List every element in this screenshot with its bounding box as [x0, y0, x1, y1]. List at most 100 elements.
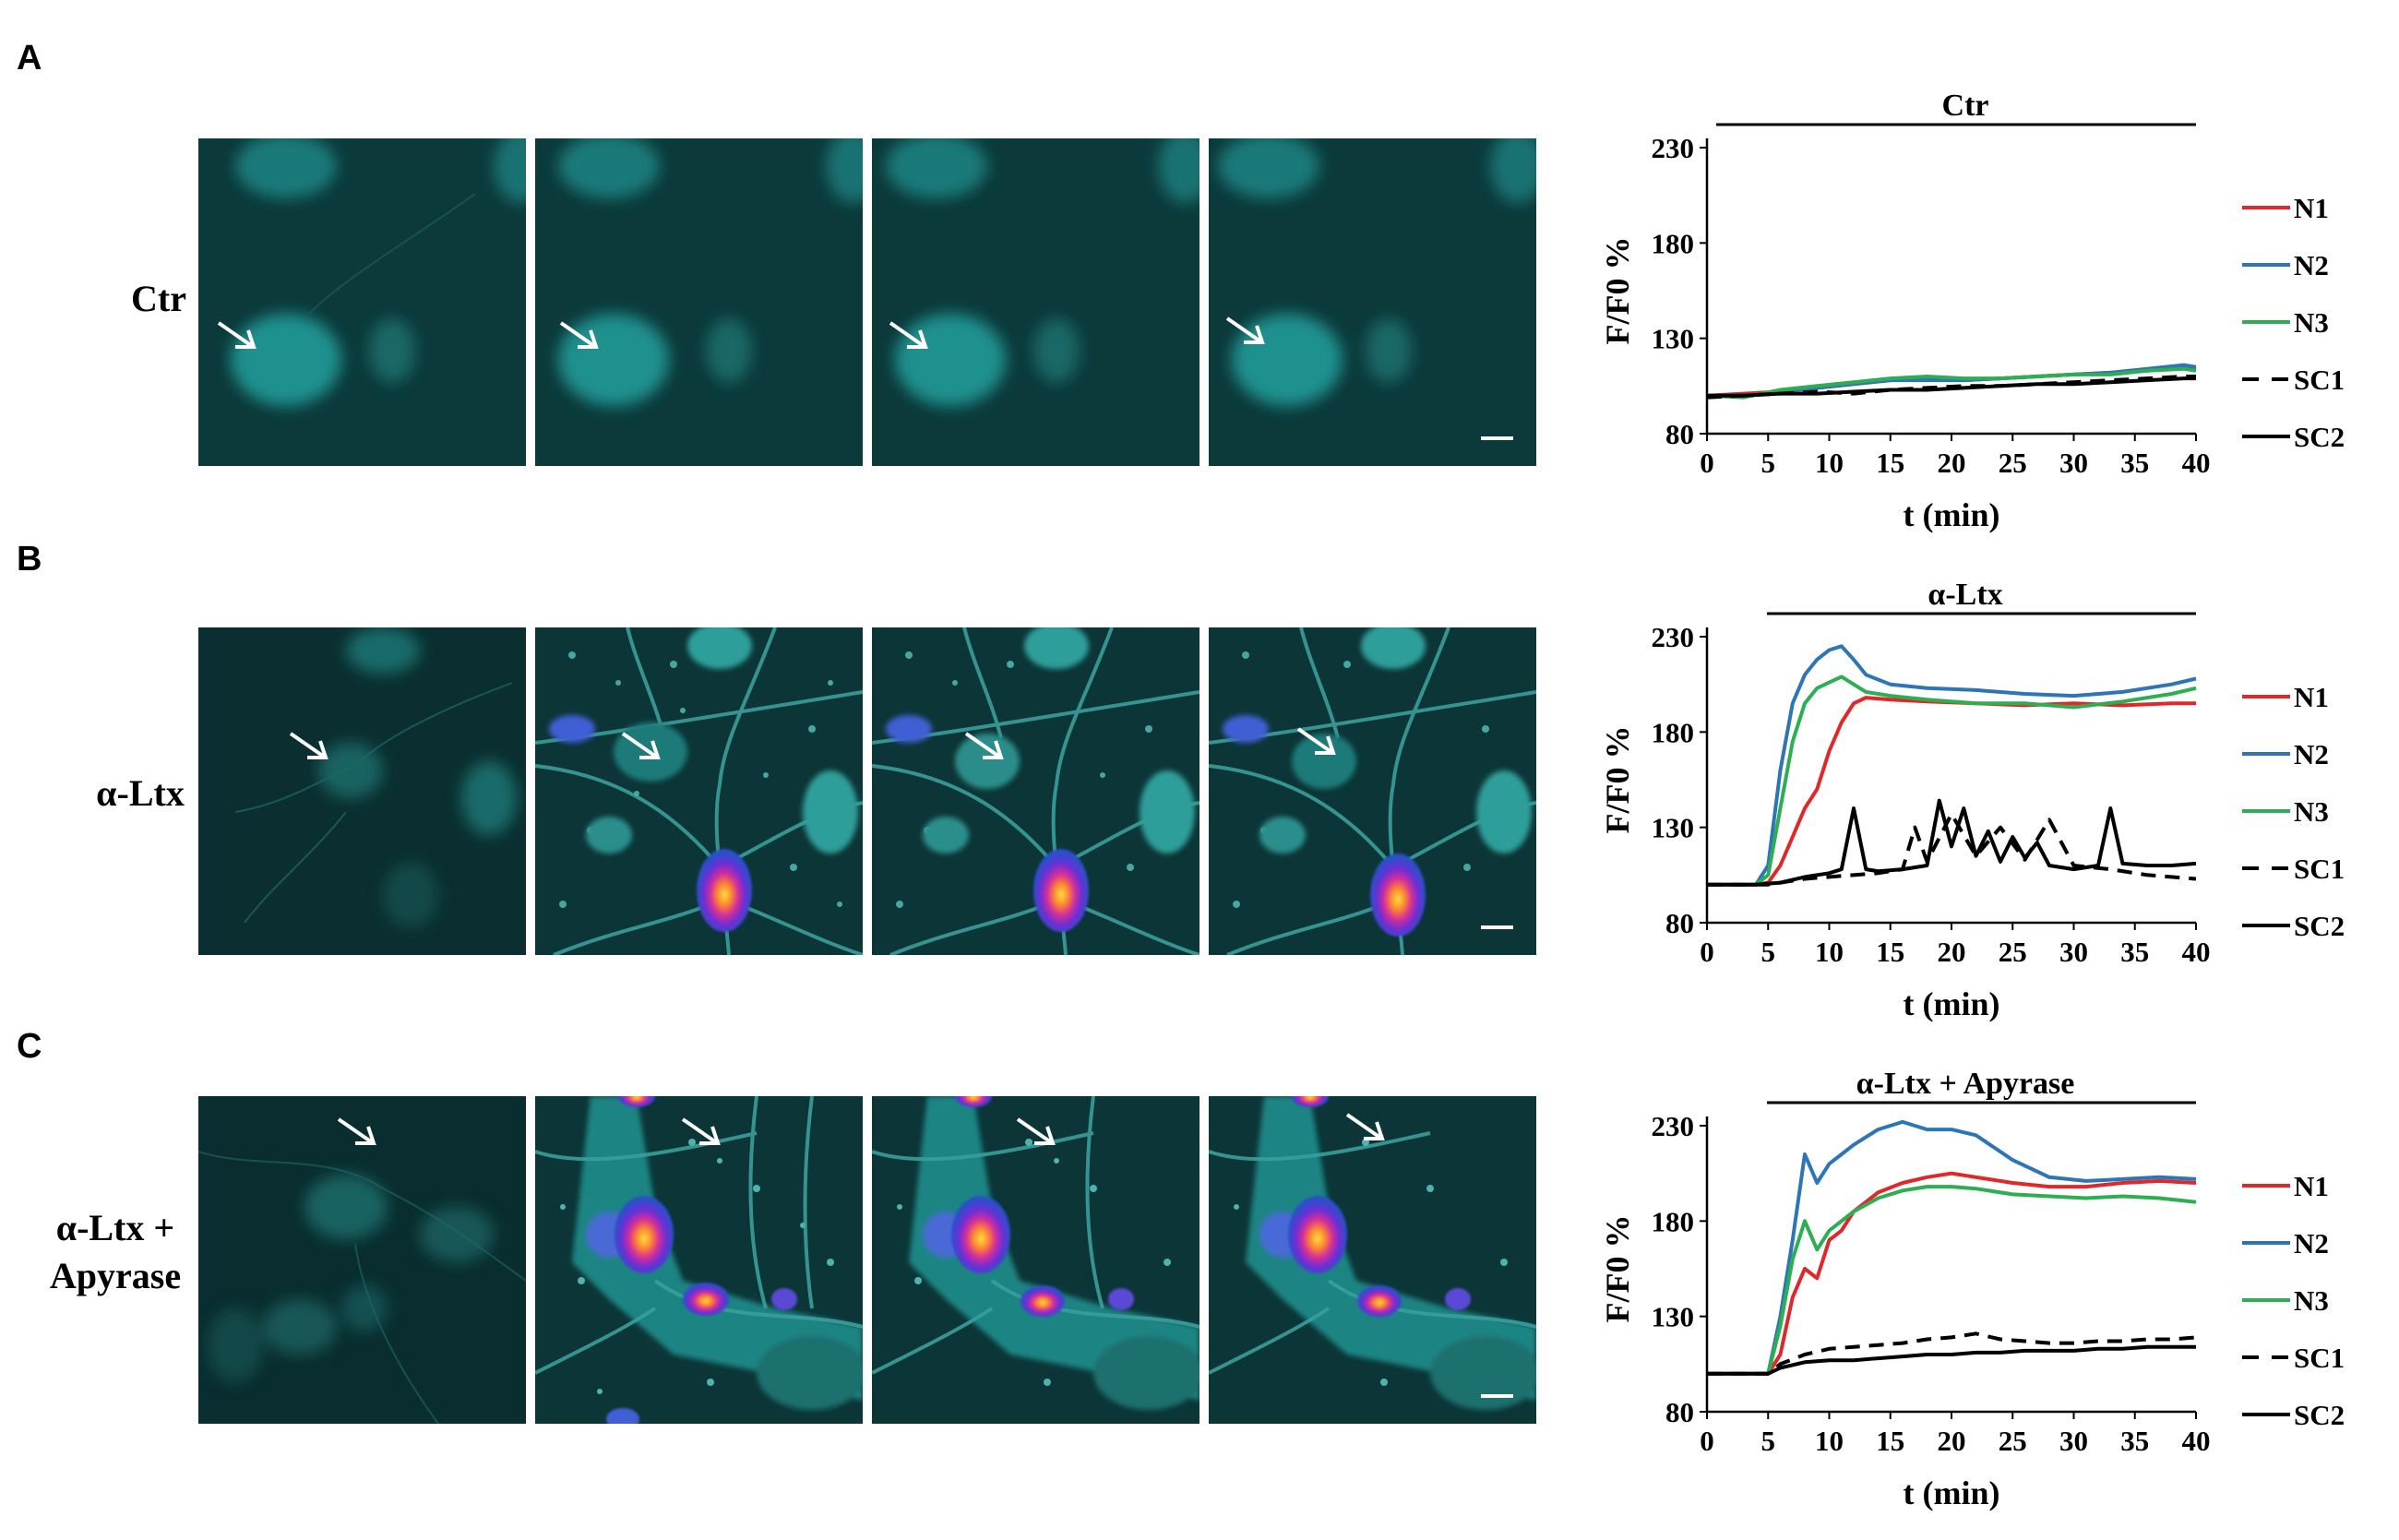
- y-axis-label: F/F0 %: [1599, 1215, 1636, 1323]
- condition-label-altx: α-Ltx: [48, 770, 233, 818]
- arrow-icon: [1345, 1113, 1385, 1140]
- micrograph-c-4: [1209, 1096, 1536, 1424]
- micrograph-b-1: [198, 627, 526, 955]
- x-tick-label: 35: [2120, 1425, 2149, 1457]
- condition-label-line: α-Ltx +: [55, 1207, 175, 1248]
- x-tick-label: 15: [1876, 1425, 1904, 1457]
- legend-label-n1: N1: [2294, 681, 2329, 713]
- x-tick-label: 40: [2182, 936, 2211, 968]
- micrograph-a-3: [872, 138, 1200, 466]
- panel-letter-a: A: [17, 39, 42, 78]
- series-line-sc2: [1707, 798, 2197, 887]
- y-tick-label: 80: [1665, 418, 1694, 450]
- x-tick-label: 30: [2059, 936, 2088, 968]
- legend-label-n1: N1: [2294, 192, 2329, 224]
- x-tick-label: 25: [1999, 1425, 2027, 1457]
- chart-title: α-Ltx: [1928, 578, 2002, 612]
- panel-letter-c: C: [17, 1027, 42, 1066]
- legend-label-sc2: SC2: [2294, 1399, 2345, 1431]
- x-tick-label: 30: [2059, 447, 2088, 479]
- condition-label-ctr: Ctr: [66, 275, 251, 323]
- arrow-icon: [889, 321, 928, 349]
- micrograph-b-3: [872, 627, 1200, 955]
- condition-label-line: α-Ltx: [96, 772, 185, 814]
- series-line-n2: [1707, 1119, 2197, 1376]
- y-axis-label: F/F0 %: [1599, 726, 1636, 834]
- y-tick-label: 130: [1652, 323, 1695, 355]
- chart-c-svg: α-Ltx + Apyrase 80 130 180 230 0 5 10 15 20 25 30 35…: [1599, 1067, 2345, 1511]
- y-tick-label: 130: [1652, 812, 1695, 844]
- y-tick-label: 180: [1652, 227, 1695, 259]
- arrow-icon: [964, 732, 1004, 759]
- micrograph-c-2: [535, 1096, 863, 1424]
- x-tick-label: 10: [1815, 1425, 1844, 1457]
- x-tick-label: 35: [2120, 447, 2149, 479]
- chart-a-svg: Ctr 80 130 180 230 0 5 10 15 20 25 30 35 40 t (min) F/F…: [1599, 89, 2345, 533]
- legend-label-sc2: SC2: [2294, 421, 2345, 453]
- x-tick-label: 5: [1761, 447, 1776, 479]
- x-tick-label: 25: [1999, 936, 2027, 968]
- micrograph-a-4: [1209, 138, 1536, 466]
- y-tick-label: 230: [1652, 132, 1695, 164]
- legend-label-sc1: SC1: [2294, 1342, 2345, 1374]
- legend-label-n3: N3: [2294, 795, 2329, 828]
- x-tick-label: 0: [1700, 1425, 1714, 1457]
- chart-a: Ctr 80 130 180 230 0 5 10 15 20 25 30 35 40 t (min) F/F…: [1559, 83, 2390, 554]
- x-tick-label: 20: [1938, 936, 1966, 968]
- legend-label-n3: N3: [2294, 1284, 2329, 1317]
- x-axis-label: t (min): [1904, 985, 2000, 1022]
- arrow-icon: [621, 732, 661, 759]
- x-tick-label: 20: [1938, 447, 1966, 479]
- condition-label-altx-apyrase: α-Ltx + Apyrase: [23, 1204, 208, 1300]
- series-line-sc1: [1707, 1331, 2197, 1376]
- y-tick-label: 80: [1665, 1396, 1694, 1428]
- x-tick-label: 30: [2059, 1425, 2088, 1457]
- arrow-icon: [1225, 316, 1265, 344]
- series-line-sc1: [1707, 812, 2197, 887]
- legend-label-n1: N1: [2294, 1170, 2329, 1202]
- y-tick-label: 230: [1652, 621, 1695, 653]
- condition-label-line: Ctr: [131, 278, 186, 319]
- y-axis-label: F/F0 %: [1599, 237, 1636, 345]
- arrow-icon: [681, 1117, 721, 1145]
- legend-label-sc1: SC1: [2294, 853, 2345, 885]
- x-tick-label: 15: [1876, 936, 1904, 968]
- arrow-icon: [1016, 1117, 1056, 1145]
- series-line-n3: [1707, 1185, 2197, 1376]
- series-line-n1: [1707, 1171, 2197, 1376]
- chart-c: α-Ltx + Apyrase 80 130 180 230 0 5 10 15 20 25 30 35…: [1559, 1061, 2390, 1532]
- chart-b-svg: α-Ltx 80 130 180 230 0 5 10 15 20 25 30 35 40 t (min) F…: [1599, 578, 2345, 1022]
- y-tick-label: 80: [1665, 907, 1694, 939]
- x-tick-label: 15: [1876, 447, 1904, 479]
- chart-b: α-Ltx 80 130 180 230 0 5 10 15 20 25 30 35 40 t (min) F…: [1559, 572, 2390, 1043]
- micrograph-a-1: [198, 138, 526, 466]
- x-tick-label: 35: [2120, 936, 2149, 968]
- arrow-icon: [289, 732, 328, 759]
- y-tick-label: 130: [1652, 1301, 1695, 1333]
- legend-label-n2: N2: [2294, 1227, 2329, 1259]
- arrow-icon: [559, 321, 599, 349]
- series-line-n2: [1707, 644, 2197, 887]
- micrograph-a-2: [535, 138, 863, 466]
- x-tick-label: 40: [2182, 1425, 2211, 1457]
- x-tick-label: 5: [1761, 936, 1776, 968]
- x-tick-label: 40: [2182, 447, 2211, 479]
- x-tick-label: 0: [1700, 936, 1714, 968]
- micrograph-b-4: [1209, 627, 1536, 955]
- legend-label-n3: N3: [2294, 306, 2329, 339]
- condition-label-line: Apyrase: [49, 1255, 182, 1296]
- chart-title: α-Ltx + Apyrase: [1856, 1067, 2075, 1101]
- series-line-sc2: [1707, 376, 2196, 398]
- series-line-n1: [1707, 696, 2196, 887]
- x-tick-label: 10: [1815, 936, 1844, 968]
- chart-title: Ctr: [1942, 89, 1989, 123]
- panel-letter-b: B: [17, 540, 42, 579]
- x-tick-label: 0: [1700, 447, 1714, 479]
- legend-label-n2: N2: [2294, 738, 2329, 770]
- legend-label-sc1: SC1: [2294, 364, 2345, 396]
- y-tick-label: 180: [1652, 716, 1695, 748]
- x-tick-label: 10: [1815, 447, 1844, 479]
- arrow-icon: [337, 1117, 376, 1145]
- y-tick-label: 180: [1652, 1205, 1695, 1237]
- y-tick-label: 230: [1652, 1110, 1695, 1142]
